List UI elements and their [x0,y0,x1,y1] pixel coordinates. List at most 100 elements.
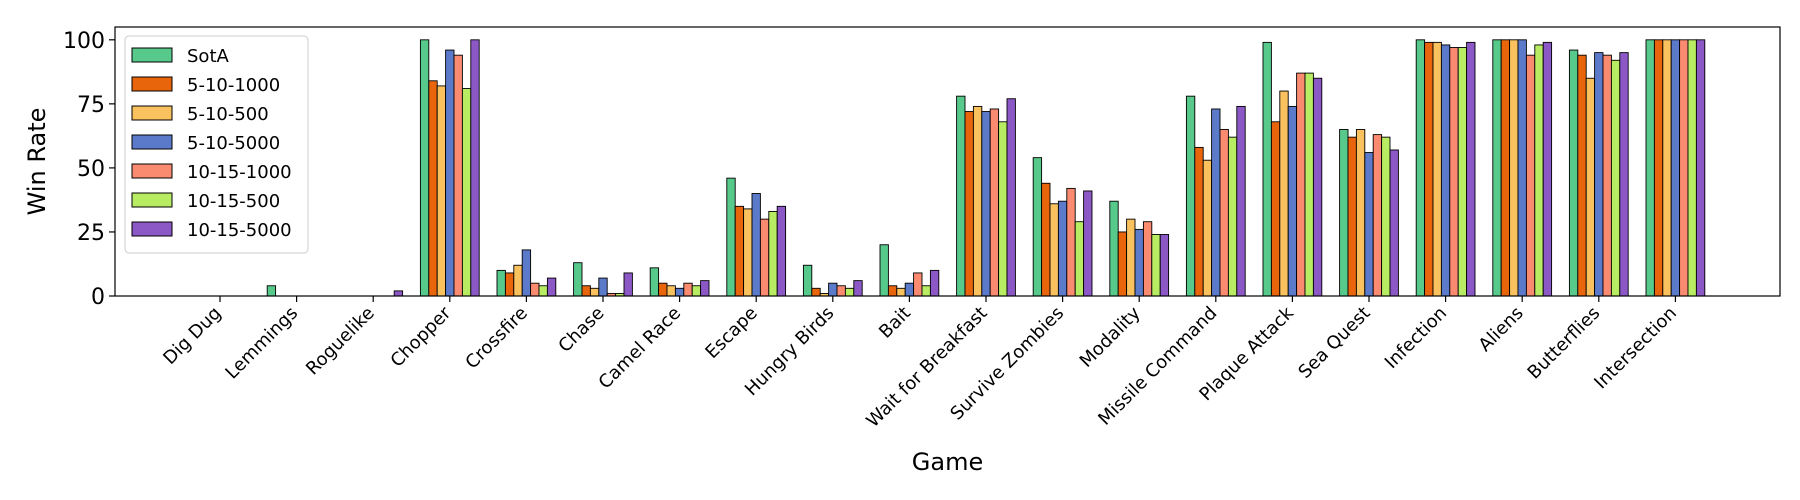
bar [1185,95,1196,297]
bar [1312,77,1323,297]
x-tick-label: Modality [1076,302,1145,371]
bar [981,111,991,297]
bar [1542,41,1553,297]
bar [1057,200,1068,297]
bar [658,282,668,297]
bar [470,39,480,297]
bar [666,285,676,297]
bar [828,282,838,297]
bar [1049,203,1059,297]
y-tick-label: 100 [63,29,105,54]
legend-label: 5-10-1000 [187,75,280,96]
bar [445,49,455,297]
bar [989,108,1000,297]
legend-label: 5-10-500 [187,104,269,125]
x-tick-label: Infection [1381,303,1451,373]
bar [1568,49,1579,297]
bar [1687,39,1697,297]
bar [436,85,447,297]
bar [1619,52,1629,297]
bar [1041,182,1051,297]
bar [1279,90,1289,297]
bar [1364,152,1374,297]
legend-swatch [131,221,173,237]
bar [956,95,966,297]
bar [1296,72,1306,297]
bar [1194,146,1204,297]
bar [921,285,931,297]
bar [929,269,940,297]
bar [1083,190,1093,297]
bar [1509,39,1519,297]
bar [1219,129,1229,297]
bar [1304,72,1314,297]
bar [836,285,846,297]
bar [1525,54,1536,297]
bar [1424,41,1434,297]
bar [768,211,778,297]
y-tick-label: 25 [77,221,105,246]
y-axis-label: Win Rate [23,108,51,216]
bar [1355,129,1366,297]
bar [530,282,540,297]
bar [759,218,770,297]
bar [1236,105,1246,297]
bar [1602,54,1612,297]
bar [998,121,1008,297]
y-axis-ticks: 0 25 50 75 100 [63,29,115,310]
bar [1262,41,1272,297]
bar [853,280,863,297]
bar [734,205,745,297]
bar [1670,39,1681,297]
bar [453,54,463,297]
bar [581,285,591,297]
bar [1653,39,1664,297]
bar [1449,47,1459,297]
x-tick-label: Butterflies [1524,303,1605,384]
bar [1389,149,1399,297]
legend-swatch [131,105,173,121]
bar [1645,39,1655,297]
bar [1585,77,1596,297]
legend-swatch [131,163,173,179]
bar [691,285,702,297]
legend-label: 10-15-500 [187,191,280,212]
bar [1032,157,1043,297]
bar [1610,59,1621,297]
plot-frame [114,26,1781,297]
x-tick-label: Chase [554,303,608,357]
bar [1492,39,1502,297]
bar [964,111,974,297]
bar [546,277,557,297]
bar [1457,47,1468,297]
x-tick-label: Bait [875,303,915,343]
bar [1679,39,1689,297]
bar [598,277,608,297]
bar [1227,136,1238,297]
bar [726,177,736,297]
legend-swatch [131,192,173,208]
bar [1159,234,1170,297]
bar [1287,105,1298,297]
bar [589,287,600,297]
bar [811,287,821,297]
bar [1381,136,1391,297]
bar [674,287,685,297]
bar [1517,39,1527,297]
bar [913,272,923,297]
bar [1662,39,1672,297]
legend-label: 10-15-1000 [187,162,292,183]
bar [1594,52,1604,297]
bar [844,287,855,297]
bar [896,287,906,297]
x-tick-label: Intersection [1590,303,1681,394]
x-tick-label: Camel Race [595,303,686,394]
x-tick-label: Escape [701,303,761,363]
bar [1202,159,1213,297]
bar [1432,41,1442,297]
bars-layer [266,39,1706,297]
bar [266,285,277,297]
bar [1142,221,1153,297]
bar [1109,200,1119,297]
